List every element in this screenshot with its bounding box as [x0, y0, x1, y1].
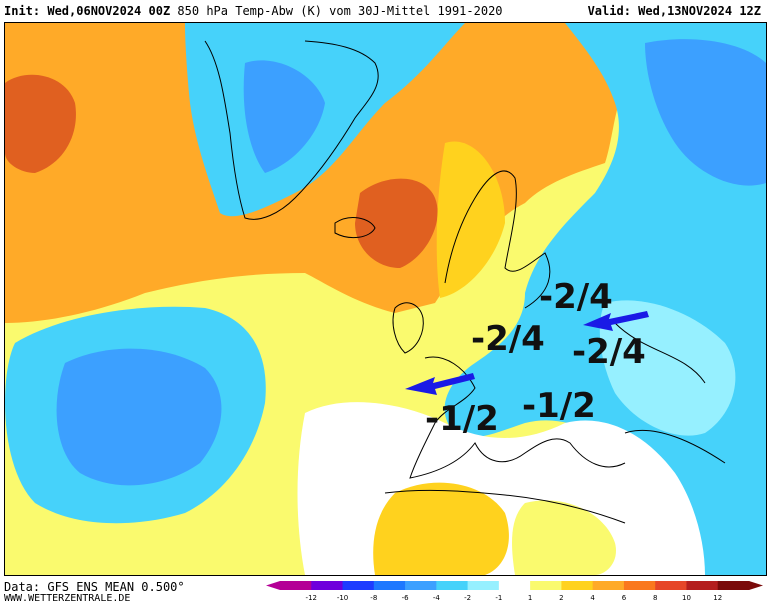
arrow-west-balkans — [583, 311, 649, 331]
legend-tick-label: 12 — [713, 594, 722, 602]
anomaly-label-iberia: -1/2 — [425, 399, 499, 439]
legend-tick-label: -8 — [370, 594, 377, 602]
legend-tick-label: 1 — [528, 594, 532, 602]
greenland-coast — [204, 40, 379, 220]
chart-header: Init: Wed,06NOV2024 00Z 850 hPa Temp-Abw… — [0, 0, 771, 22]
field-cold-northeast — [444, 23, 766, 575]
annotation-arrows — [405, 311, 649, 395]
init-label: Init: — [4, 4, 41, 18]
legend-tick-label: 8 — [653, 594, 657, 602]
field-warm-sahara — [512, 500, 616, 575]
legend-swatch — [686, 581, 719, 590]
british-isles-coast — [392, 302, 424, 354]
anomaly-labels: -2/4 -2/4 -2/4 -1/2 -1/2 — [425, 277, 646, 439]
iceland-coast — [334, 217, 376, 239]
legend-tick-label: 6 — [622, 594, 627, 602]
legend-swatch — [311, 581, 344, 590]
field-cold-atlantic-core — [56, 348, 222, 486]
field-warm-north-africa — [373, 482, 509, 575]
legend-swatch — [467, 581, 500, 590]
anomaly-label-balkans-north: -2/4 — [572, 332, 646, 372]
legend-swatch — [342, 581, 375, 590]
legend-arrow-left — [266, 581, 280, 590]
anomaly-map: -2/4 -2/4 -2/4 -1/2 -1/2 — [4, 22, 767, 576]
north-africa-coast — [384, 489, 626, 524]
legend-swatch — [280, 581, 312, 590]
legend-swatch — [623, 581, 656, 590]
field-cold-northeast-core — [645, 39, 766, 186]
legend-tick-label: 10 — [682, 594, 691, 602]
field-cold-slight-east — [599, 300, 736, 436]
anomaly-label-italy: -1/2 — [522, 386, 596, 426]
field-warm-strong-west — [5, 74, 76, 173]
legend-swatch — [592, 581, 625, 590]
anomaly-label-central-europe-north: -2/4 — [539, 277, 613, 317]
valid-label: Valid: — [587, 4, 631, 18]
field-warm-north — [5, 23, 645, 323]
arrow-west-france — [405, 373, 475, 395]
legend-swatch — [530, 581, 562, 590]
legend-tick-label: -10 — [337, 594, 348, 602]
east-boundary — [614, 322, 726, 464]
europe-coast — [409, 356, 626, 479]
legend-tick-label: 2 — [559, 594, 563, 602]
header-left: Init: Wed,06NOV2024 00Z 850 hPa Temp-Abw… — [4, 4, 503, 18]
legend-swatch — [405, 581, 437, 590]
map-svg: -2/4 -2/4 -2/4 -1/2 -1/2 — [5, 23, 766, 575]
header-right: Valid: Wed,13NOV2024 12Z — [588, 4, 761, 18]
scandinavia-coast — [444, 170, 551, 309]
legend-tick-label: -2 — [464, 594, 471, 602]
anomaly-label-france: -2/4 — [471, 319, 545, 359]
website-credit: WWW.WETTERZENTRALE.DE — [4, 593, 131, 604]
legend-swatch — [373, 581, 406, 590]
legend-swatch — [561, 581, 594, 590]
legend-tick-label: -6 — [402, 594, 410, 602]
legend-bar: -12 -10 -8 -6 -4 -2 -1 1 2 4 6 8 10 12 — [266, 581, 763, 602]
color-legend: -12 -10 -8 -6 -4 -2 -1 1 2 4 6 8 10 12 — [266, 579, 763, 602]
legend-tick-label: -12 — [306, 594, 317, 602]
parameter-description: 850 hPa Temp-Abw (K) vom 30J-Mittel 1991… — [177, 4, 503, 18]
legend-tick-label: 4 — [590, 594, 595, 602]
legend-swatch — [498, 581, 531, 590]
data-source: Data: GFS ENS MEAN 0.500° — [4, 580, 185, 594]
init-value: Wed,06NOV2024 00Z — [47, 4, 171, 18]
valid-value: Wed,13NOV2024 12Z — [638, 4, 761, 18]
legend-tick-label: -4 — [433, 594, 441, 602]
coastlines — [204, 40, 726, 524]
legend-swatch — [655, 581, 687, 590]
legend-tick-label: -1 — [495, 594, 502, 602]
field-cold-greenland-core — [243, 60, 325, 173]
legend-arrow-right — [749, 581, 763, 590]
field-warm-strong-atlantic — [355, 178, 438, 268]
legend-swatch — [436, 581, 469, 590]
legend-swatch — [717, 581, 750, 590]
